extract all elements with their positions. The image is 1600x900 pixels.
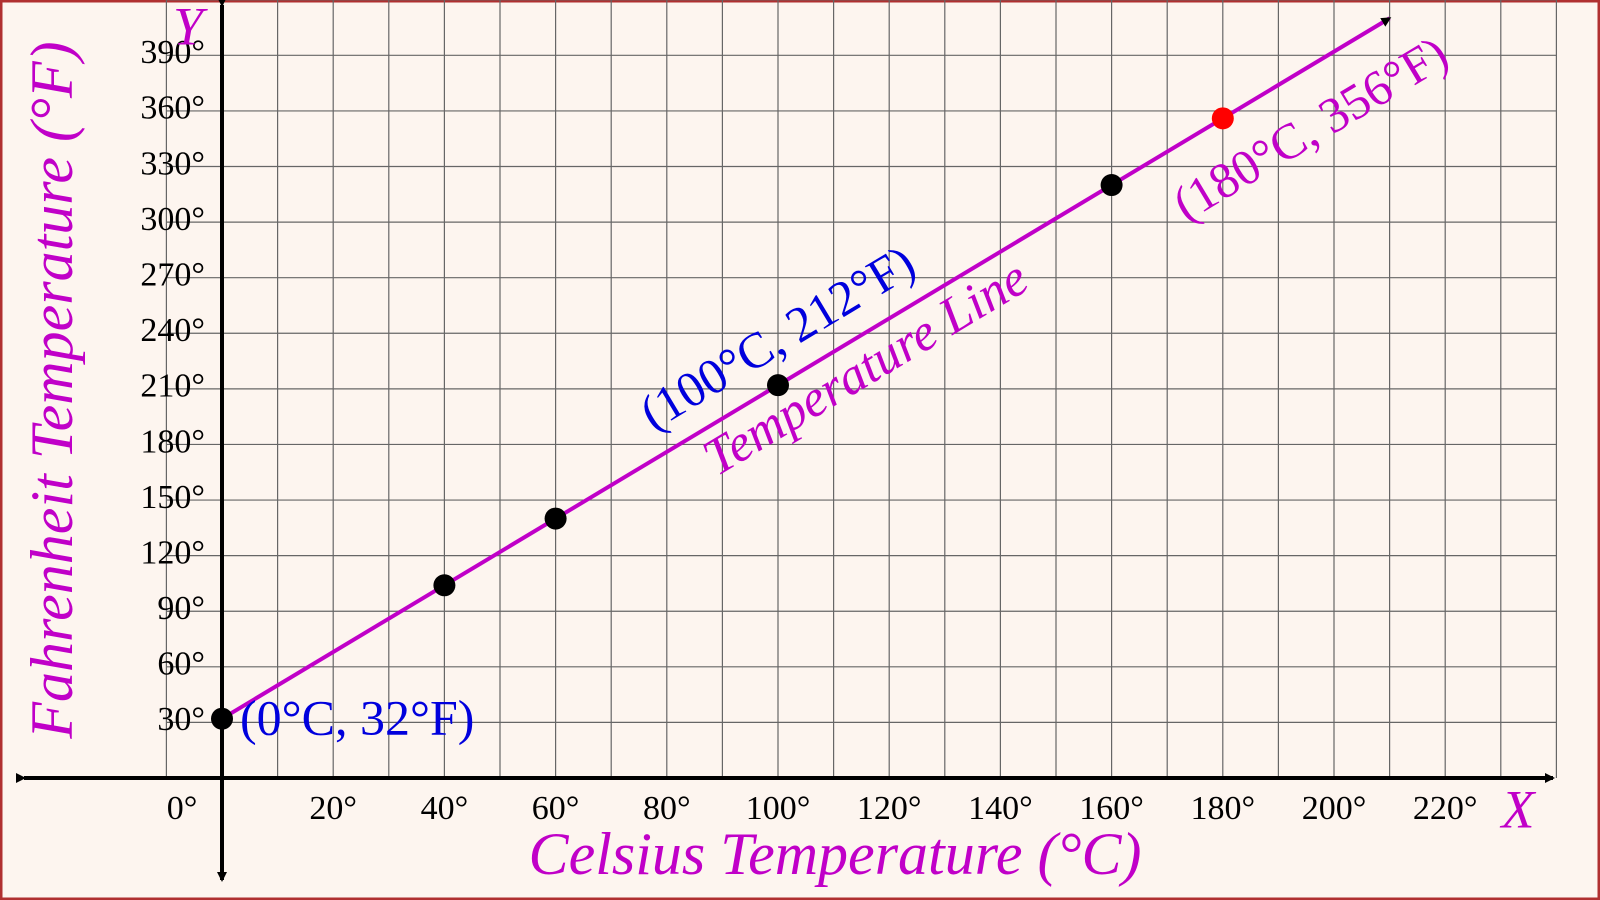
x-tick-label: 140° <box>968 790 1033 827</box>
y-tick-label: 360° <box>140 90 205 127</box>
y-tick-label: 300° <box>140 201 205 238</box>
x-tick-label: 200° <box>1302 790 1367 827</box>
x-tick-label: 80° <box>643 790 691 827</box>
x-tick-label: 120° <box>857 790 922 827</box>
x-tick-label: 40° <box>421 790 469 827</box>
axes: 0° 20° 40° 60° 80° 100° 120° 140° 160° 180° 200° 22… <box>16 0 1555 887</box>
x-tick-label: 100° <box>746 790 811 827</box>
data-point <box>544 507 567 530</box>
x-axis-name: X <box>1500 779 1537 839</box>
x-tick-label: 0° <box>167 790 198 827</box>
x-tick-label: 220° <box>1413 790 1478 827</box>
x-tick-label: 180° <box>1190 790 1255 827</box>
y-tick-label: 210° <box>140 368 205 405</box>
y-tick-label: 120° <box>140 534 205 571</box>
y-tick-label: 330° <box>140 145 205 182</box>
data-point <box>1100 174 1123 197</box>
y-axis-label: Fahrenheit Temperature (°F) <box>19 41 85 739</box>
x-tick-label: 20° <box>309 790 357 827</box>
y-tick-label: 270° <box>140 256 205 293</box>
y-tick-label: 60° <box>157 646 205 683</box>
x-tick-label: 160° <box>1079 790 1144 827</box>
y-tick-label: 150° <box>140 479 205 516</box>
x-axis-label: Celsius Temperature (°C) <box>529 821 1142 887</box>
y-tick-label: 30° <box>157 701 205 738</box>
point-annotation: (0°C, 32°F) <box>240 689 474 745</box>
x-tick-label: 60° <box>532 790 580 827</box>
y-tick-label: 240° <box>140 312 205 349</box>
data-point <box>211 707 233 730</box>
data-point <box>1211 107 1234 130</box>
y-axis-name: Y <box>173 0 208 56</box>
data-point <box>767 374 789 397</box>
y-tick-label: 180° <box>140 423 205 460</box>
data-point <box>433 574 456 597</box>
y-tick-label: 390° <box>140 34 205 71</box>
y-tick-label: 90° <box>157 590 205 627</box>
temperature-line <box>220 16 1392 721</box>
